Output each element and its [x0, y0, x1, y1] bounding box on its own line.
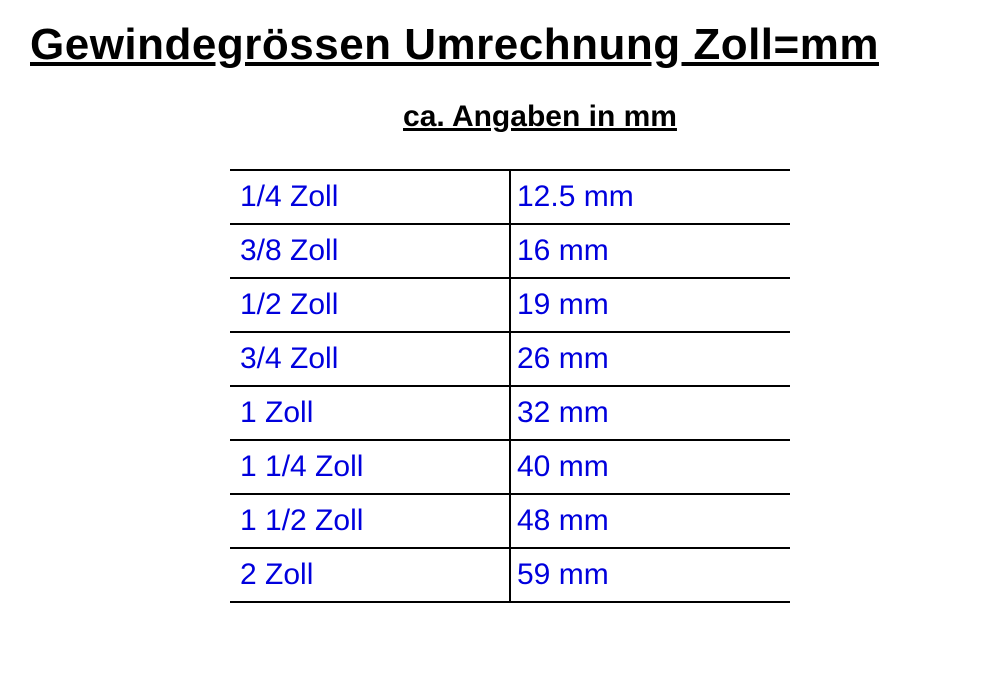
- cell-zoll: 1/4 Zoll: [230, 170, 510, 224]
- table-row: 1/4 Zoll 12.5 mm: [230, 170, 790, 224]
- cell-zoll: 3/8 Zoll: [230, 224, 510, 278]
- table-row: 2 Zoll 59 mm: [230, 548, 790, 602]
- cell-zoll: 1 1/4 Zoll: [230, 440, 510, 494]
- cell-mm: 48 mm: [510, 494, 790, 548]
- table-row: 1/2 Zoll 19 mm: [230, 278, 790, 332]
- cell-mm: 16 mm: [510, 224, 790, 278]
- cell-zoll: 1 Zoll: [230, 386, 510, 440]
- cell-mm: 12.5 mm: [510, 170, 790, 224]
- cell-mm: 26 mm: [510, 332, 790, 386]
- cell-zoll: 2 Zoll: [230, 548, 510, 602]
- table-row: 3/8 Zoll 16 mm: [230, 224, 790, 278]
- table-row: 1 1/2 Zoll 48 mm: [230, 494, 790, 548]
- page-title: Gewindegrössen Umrechnung Zoll=mm: [30, 20, 970, 70]
- page-subtitle: ca. Angaben in mm: [30, 100, 970, 134]
- cell-mm: 19 mm: [510, 278, 790, 332]
- conversion-table-container: 1/4 Zoll 12.5 mm 3/8 Zoll 16 mm 1/2 Zoll…: [230, 169, 790, 603]
- cell-mm: 32 mm: [510, 386, 790, 440]
- conversion-table: 1/4 Zoll 12.5 mm 3/8 Zoll 16 mm 1/2 Zoll…: [230, 169, 790, 603]
- cell-zoll: 3/4 Zoll: [230, 332, 510, 386]
- table-row: 1 Zoll 32 mm: [230, 386, 790, 440]
- cell-zoll: 1/2 Zoll: [230, 278, 510, 332]
- cell-mm: 59 mm: [510, 548, 790, 602]
- table-row: 1 1/4 Zoll 40 mm: [230, 440, 790, 494]
- cell-mm: 40 mm: [510, 440, 790, 494]
- cell-zoll: 1 1/2 Zoll: [230, 494, 510, 548]
- table-row: 3/4 Zoll 26 mm: [230, 332, 790, 386]
